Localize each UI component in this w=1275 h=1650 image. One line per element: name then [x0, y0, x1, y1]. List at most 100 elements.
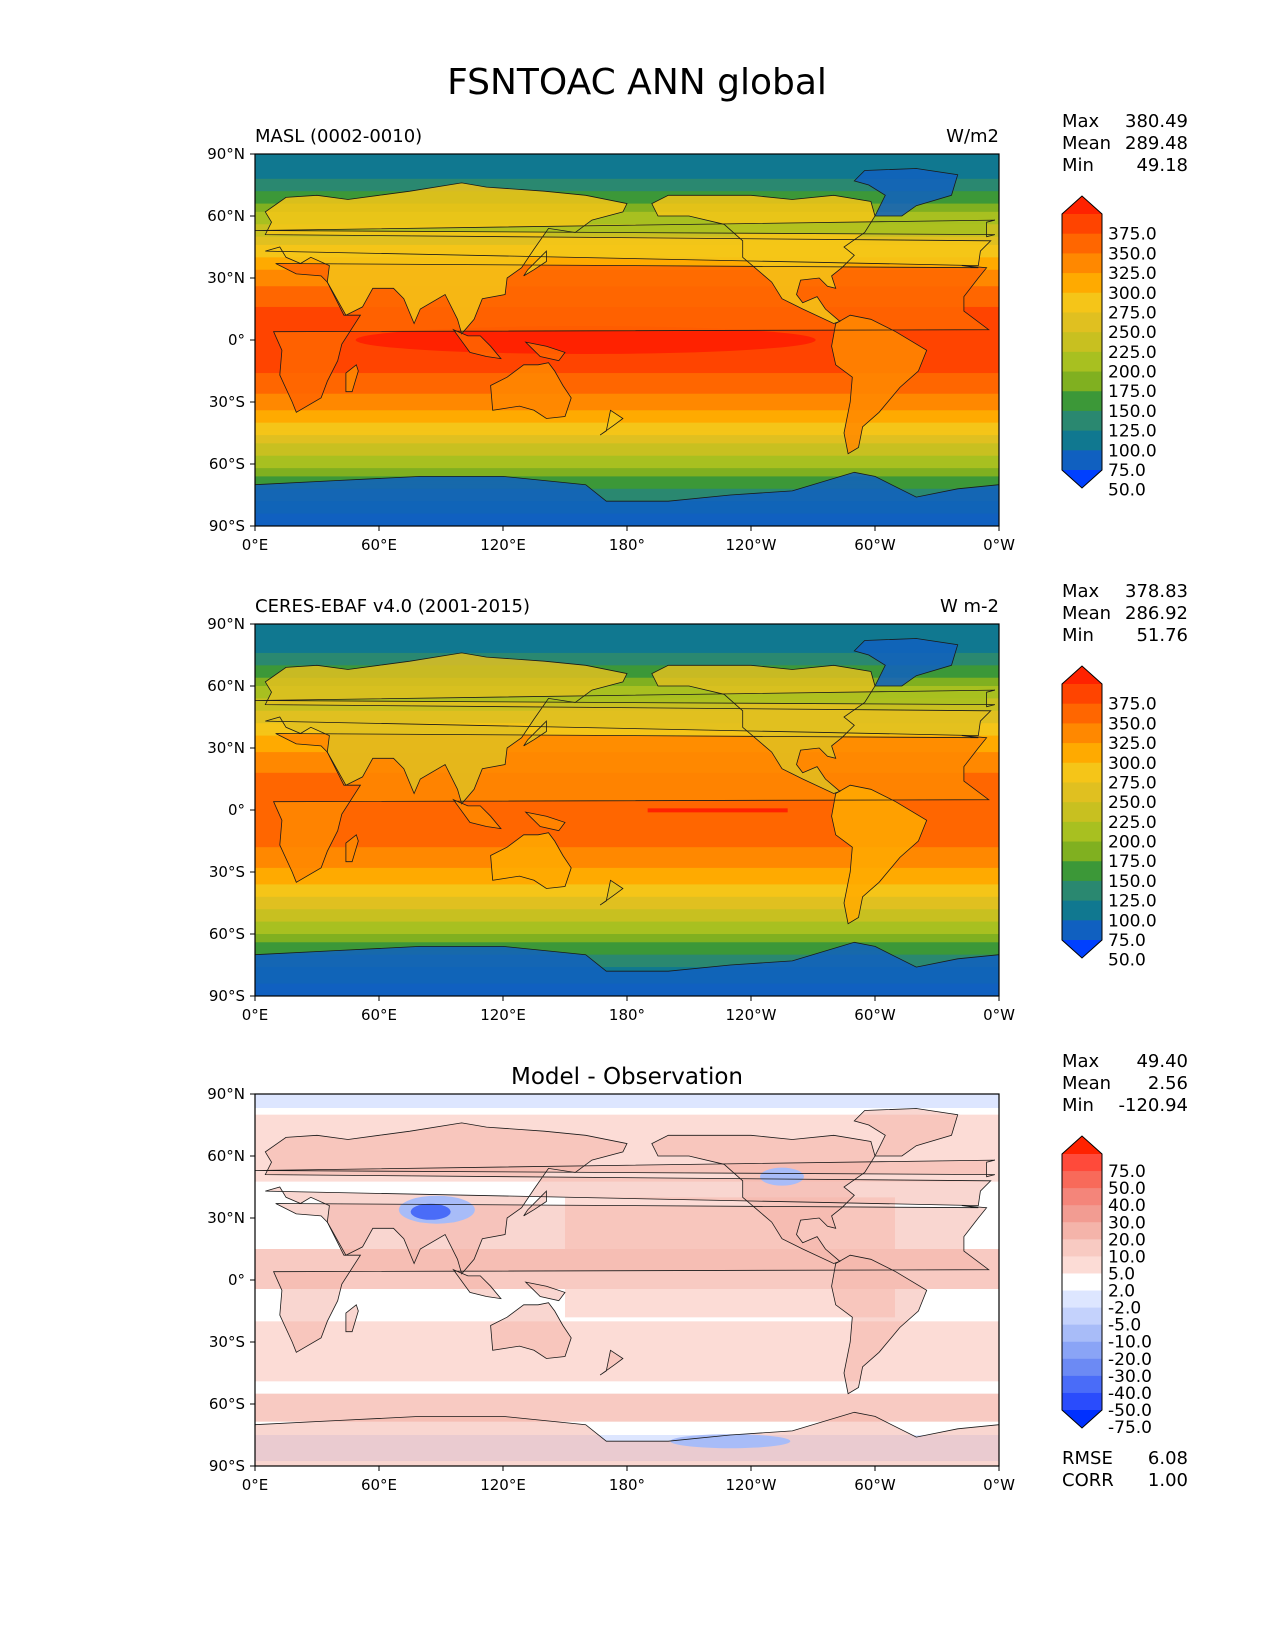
colorbar-tick-label: -20.0: [1108, 1350, 1152, 1370]
zonal-band: [255, 872, 999, 877]
coastline: [264, 652, 992, 805]
colorbar-tick-label: 325.0: [1108, 734, 1157, 754]
zonal-band: [255, 640, 999, 646]
units-label: W m-2: [940, 596, 999, 617]
lat-tick-label: 60°N: [207, 677, 245, 695]
zonal-band: [255, 459, 999, 465]
coastline: [490, 362, 572, 419]
zonal-band: [255, 884, 999, 890]
colorbar-segment: [1062, 782, 1102, 803]
colorbar-segment: [1062, 1154, 1102, 1172]
land-shading: [345, 364, 359, 392]
colorbar-segment: [1062, 1324, 1102, 1343]
zonal-band: [255, 677, 999, 683]
colorbar-tick-label: -40.0: [1108, 1384, 1152, 1404]
anomaly-patch: [670, 1434, 791, 1449]
zonal-band: [255, 182, 999, 188]
stat-label: Max: [1062, 111, 1100, 132]
stat-value: 51.76: [1136, 625, 1188, 646]
zonal-band: [255, 838, 999, 844]
stat-label: Mean: [1062, 603, 1111, 624]
colorbar-tick-label: 20.0: [1108, 1230, 1146, 1250]
coastline: [599, 409, 624, 436]
lat-tick-label: 90°S: [209, 987, 245, 1005]
corr-value: 1.00: [1148, 1470, 1188, 1491]
land-shading: [255, 942, 999, 996]
coastline: [599, 879, 624, 906]
colorbar-tick-label: 225.0: [1108, 813, 1157, 833]
colorbar-segment: [1062, 743, 1102, 764]
coastline: [345, 1304, 359, 1333]
zonal-band: [255, 628, 999, 633]
zonal-band: [255, 455, 999, 461]
colorbar-segment: [1062, 1375, 1102, 1394]
colorbar-segment: [1062, 351, 1102, 373]
diff-band: [255, 1094, 999, 1108]
coastline: [831, 784, 928, 925]
colorbar-tick-label: 75.0: [1108, 461, 1146, 481]
zonal-band: [255, 418, 999, 424]
colorbar-segment: [1062, 1222, 1102, 1240]
zonal-band: [255, 472, 999, 477]
zonal-band: [255, 443, 999, 449]
zonal-band: [255, 636, 999, 642]
zonal-band: [255, 727, 999, 733]
panel-difference: 90°N 60°N 30°N 0° 30°S 60°S 90°S0°E 60°E 120°E 18…: [207, 1051, 1188, 1494]
zonal-band: [255, 892, 999, 898]
coastline: [524, 341, 566, 362]
colorbar-tick-label: 325.0: [1108, 264, 1157, 284]
zonal-band: [255, 154, 999, 159]
lon-tick-label: 0°E: [242, 1476, 269, 1494]
zonal-band: [255, 946, 999, 952]
zonal-band: [255, 488, 999, 494]
coastline: [651, 194, 876, 324]
zonal-band: [255, 174, 999, 180]
zonal-band: [255, 814, 999, 819]
colorbar-segment: [1062, 1341, 1102, 1360]
land-shading: [600, 410, 623, 436]
land-shading: [453, 799, 501, 829]
colorbar-tick-label: 175.0: [1108, 382, 1157, 402]
colorbar-tick-label: -75.0: [1108, 1418, 1152, 1438]
coastline: [490, 1302, 572, 1359]
zonal-band: [255, 830, 999, 836]
zonal-band: [255, 624, 999, 629]
lat-tick-label: 60°N: [207, 207, 245, 225]
zonal-band: [255, 644, 999, 650]
coastline: [853, 1108, 959, 1157]
colorbar-tick-label: 100.0: [1108, 441, 1157, 461]
land-shading: [453, 1269, 501, 1299]
land-shading: [345, 834, 359, 862]
zonal-band: [255, 220, 999, 225]
zonal-band: [255, 913, 999, 919]
colorbar-tick-label: 40.0: [1108, 1196, 1146, 1216]
colorbar-segment: [1062, 821, 1102, 843]
coastline: [345, 834, 359, 863]
zonal-band: [255, 447, 999, 453]
lat-tick-label: 60°S: [209, 925, 245, 943]
land-shading: [490, 362, 572, 419]
colorbar-tick-label: 375.0: [1108, 225, 1157, 245]
colorbar-segment: [1062, 1290, 1102, 1309]
zonal-band: [255, 381, 999, 387]
lon-tick-label: 120°E: [480, 536, 526, 554]
colorbar-tick-label: 175.0: [1108, 852, 1157, 872]
panel-title: CERES-EBAF v4.0 (2001-2015): [255, 596, 530, 617]
zonal-band: [255, 702, 999, 708]
lat-tick-label: 30°S: [209, 863, 245, 881]
zonal-band: [255, 855, 999, 861]
stat-label: Min: [1062, 155, 1094, 176]
zonal-band: [255, 805, 999, 811]
zonal-band: [255, 818, 999, 823]
coastline: [651, 664, 876, 794]
colorbar-tick-label: 200.0: [1108, 833, 1157, 853]
zonal-band: [255, 690, 999, 695]
colorbar-segment: [1062, 1171, 1102, 1189]
zonal-band: [255, 810, 999, 815]
zonal-band: [255, 158, 999, 163]
zonal-band: [255, 925, 999, 931]
colorbar-tick-label: 75.0: [1108, 931, 1146, 951]
stat-value: 49.40: [1136, 1051, 1188, 1072]
zonal-band: [255, 422, 999, 428]
colorbar-tick-label: 150.0: [1108, 872, 1157, 892]
